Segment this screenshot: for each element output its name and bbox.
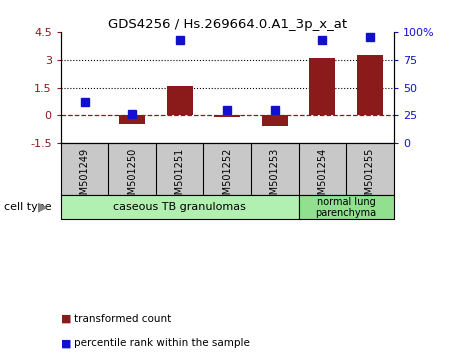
Text: GSM501254: GSM501254 [317,148,328,207]
Text: percentile rank within the sample: percentile rank within the sample [74,338,250,348]
Text: normal lung
parenchyma: normal lung parenchyma [315,196,377,218]
Bar [299,195,394,219]
Text: caseous TB granulomas: caseous TB granulomas [113,202,246,212]
Text: cell type: cell type [4,202,52,212]
Bar [166,86,193,115]
Bar [357,55,383,115]
Text: GSM501249: GSM501249 [80,148,90,207]
Bar [262,115,288,126]
Text: GSM501251: GSM501251 [175,148,184,207]
Text: ▶: ▶ [38,201,48,214]
Text: GSM501253: GSM501253 [270,148,280,207]
Text: GSM501250: GSM501250 [127,148,137,207]
Bar [61,195,299,219]
Text: GSM501255: GSM501255 [365,148,375,207]
Bar [119,115,145,124]
Text: ■: ■ [61,314,71,324]
Text: transformed count: transformed count [74,314,171,324]
Text: GSM501252: GSM501252 [222,148,232,207]
Bar [309,58,335,115]
Text: ■: ■ [61,338,71,348]
Title: GDS4256 / Hs.269664.0.A1_3p_x_at: GDS4256 / Hs.269664.0.A1_3p_x_at [108,18,347,31]
Bar [214,115,240,117]
